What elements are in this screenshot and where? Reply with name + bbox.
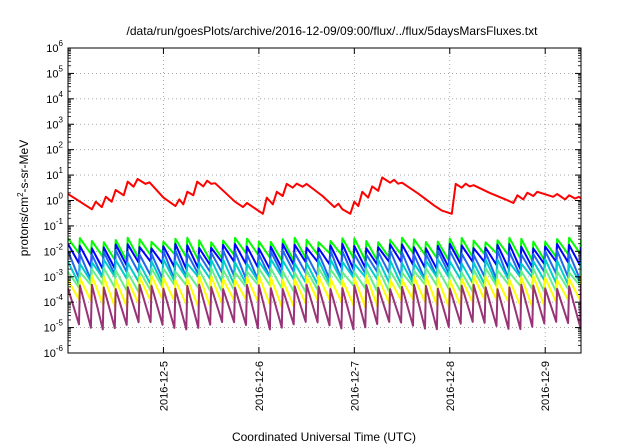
y-tick-label-base: 10	[46, 196, 58, 208]
y-tick-label-exp: -1	[56, 217, 64, 226]
y-tick-label-base: 10	[44, 297, 56, 309]
y-axis-label-main: protons/cm	[17, 197, 31, 256]
y-tick-label: 104	[46, 90, 63, 106]
y-tick-label-base: 10	[46, 170, 58, 182]
y-tick-label-base: 10	[44, 246, 56, 258]
y-tick-label-base: 10	[44, 221, 56, 233]
x-axis-label: Coordinated Universal Time (UTC)	[232, 430, 416, 444]
y-tick-label-exp: 3	[59, 115, 64, 124]
y-tick-label: 10-5	[44, 319, 64, 335]
series-line-8	[68, 283, 581, 331]
y-tick-label: 10-3	[44, 268, 64, 284]
y-tick-label-base: 10	[46, 119, 58, 131]
series-line-1	[68, 176, 581, 215]
y-tick-label-exp: -3	[56, 268, 64, 277]
y-tick-label: 10-1	[44, 217, 64, 233]
data-series	[68, 176, 581, 331]
y-tick-label-exp: 5	[59, 64, 64, 73]
y-axis-label-unit: -s-sr-MeV	[17, 140, 31, 193]
y-tick-label-exp: 6	[59, 39, 64, 48]
x-tick-label: 2016-12-8	[445, 361, 457, 411]
y-tick-label: 10-6	[44, 344, 64, 360]
y-tick-label-base: 10	[46, 68, 58, 80]
y-tick-label-exp: 2	[59, 141, 64, 150]
y-tick-label-exp: 0	[59, 192, 64, 201]
chart-title: /data/run/goesPlots/archive/2016-12-09/0…	[127, 24, 539, 38]
y-tick-label: 10-2	[44, 242, 64, 258]
y-tick-label: 10-4	[44, 293, 64, 309]
y-tick-label: 101	[46, 166, 63, 182]
y-tick-label-base: 10	[44, 348, 56, 360]
y-tick-label-exp: -6	[56, 344, 64, 353]
y-tick-label: 103	[46, 115, 63, 131]
x-tick-label: 2016-12-9	[540, 361, 552, 411]
y-tick-label-base: 10	[46, 43, 58, 55]
x-axis-ticks: 2016-12-5 2016-12-6 2016-12-7 2016-12-8 2016…	[158, 48, 552, 411]
y-tick-label-exp: -4	[56, 293, 64, 302]
x-tick-label: 2016-12-7	[349, 361, 361, 411]
y-axis-label-exp: 2	[16, 192, 25, 197]
y-tick-label-exp: -5	[56, 319, 64, 328]
y-tick-label-exp: 4	[59, 90, 64, 99]
y-tick-label-base: 10	[44, 272, 56, 284]
y-tick-label-base: 10	[44, 323, 56, 335]
x-tick-label: 2016-12-5	[158, 361, 170, 411]
y-axis-ticks: 10-610-510-410-310-210-11001011021031041…	[44, 39, 581, 360]
y-tick-label-base: 10	[46, 94, 58, 106]
y-tick-label-exp: -2	[56, 242, 64, 251]
y-tick-label: 106	[46, 39, 63, 55]
y-tick-label-base: 10	[46, 145, 58, 157]
y-tick-label: 102	[46, 141, 63, 157]
y-tick-label: 100	[46, 192, 63, 208]
x-tick-label: 2016-12-6	[254, 361, 266, 411]
y-tick-label: 105	[46, 64, 63, 80]
y-axis-label: protons/cm2-s-sr-MeV	[16, 140, 31, 256]
y-tick-label-exp: 1	[59, 166, 64, 175]
